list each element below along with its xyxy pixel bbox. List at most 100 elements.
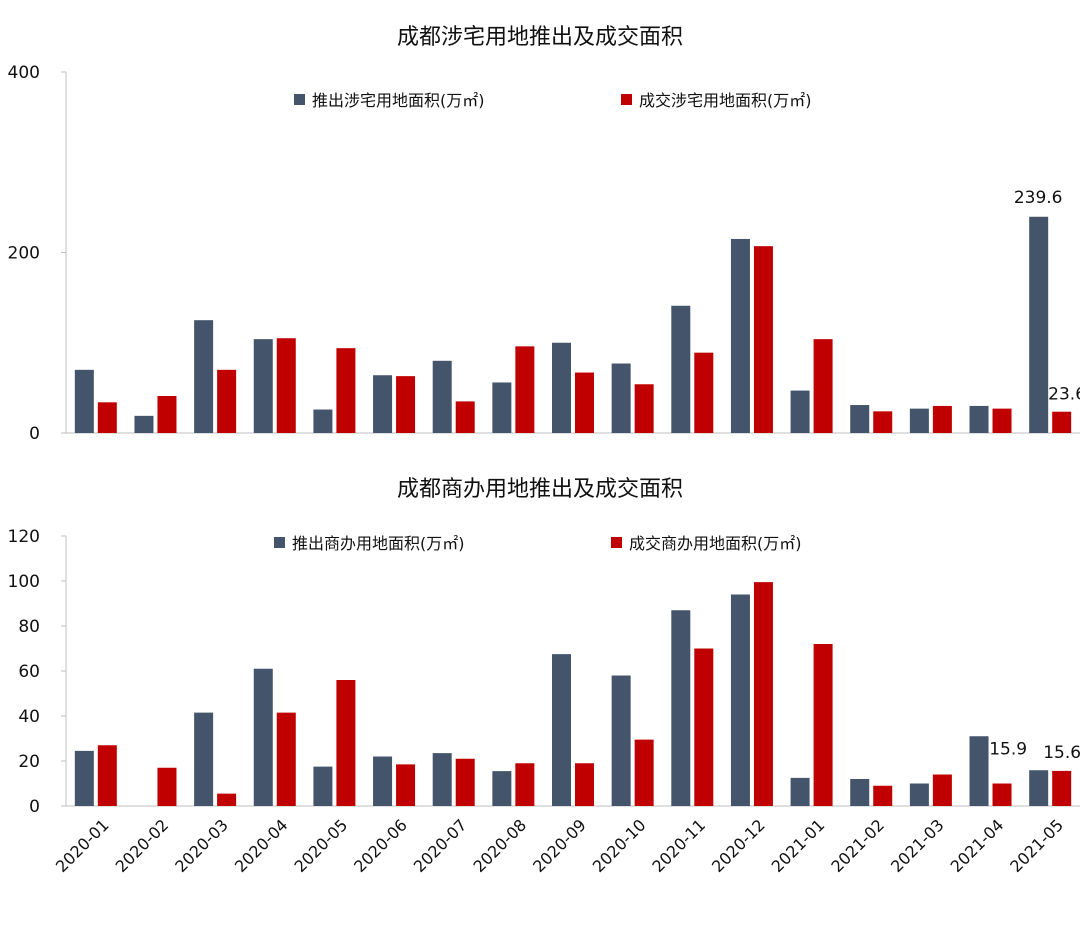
chart2-data-label: 15.6 bbox=[1043, 743, 1080, 763]
chart2-x-tick-label: 2021-05 bbox=[1006, 815, 1067, 876]
chart1-bar-pushed bbox=[253, 339, 273, 433]
chart1-bar-pushed bbox=[552, 342, 571, 433]
chart2-x-tick-label: 2020-04 bbox=[231, 815, 292, 876]
chart2-bar-sold bbox=[157, 767, 177, 806]
chart2-y-tick-label: 40 bbox=[18, 707, 40, 727]
chart2-bar-sold bbox=[515, 763, 535, 806]
chart1-bar-sold bbox=[276, 338, 296, 433]
chart1-bar-sold bbox=[1052, 411, 1072, 433]
chart2-bar-pushed bbox=[671, 610, 691, 806]
chart1-y-tick-label: 0 bbox=[29, 424, 40, 444]
chart1-bar-sold bbox=[575, 372, 594, 433]
chart2-x-tick-label: 2021-01 bbox=[768, 815, 829, 876]
chart1-bar-sold bbox=[694, 352, 714, 433]
chart2-bar-pushed bbox=[611, 675, 631, 806]
chart2-x-tick-label: 2020-12 bbox=[708, 815, 769, 876]
chart2-x-tick-label: 2020-05 bbox=[291, 815, 352, 876]
chart2-bar-sold bbox=[455, 758, 475, 806]
chart2-bar-sold bbox=[634, 739, 654, 806]
chart2-bar-sold bbox=[97, 745, 117, 806]
chart2-legend-swatch-pushed bbox=[274, 537, 285, 548]
chart2-bar-pushed bbox=[1029, 770, 1049, 806]
chart1-bar-pushed bbox=[74, 369, 94, 433]
chart1-bar-pushed bbox=[611, 363, 631, 433]
chart1-bar-sold bbox=[753, 246, 773, 433]
chart2-y-tick-label: 60 bbox=[18, 662, 40, 682]
chart2-bar-pushed bbox=[730, 594, 750, 806]
chart2-x-tick-label: 2021-02 bbox=[827, 815, 888, 876]
chart1-bar-pushed bbox=[850, 405, 870, 433]
chart2-bar-sold bbox=[992, 783, 1012, 806]
chart1-bar-pushed bbox=[373, 375, 393, 433]
chart1-bar-sold bbox=[932, 405, 952, 433]
chart2-bar-pushed bbox=[432, 753, 452, 806]
chart2-bar-pushed bbox=[313, 766, 333, 806]
chart1-bar-pushed bbox=[432, 360, 452, 433]
chart2-y-tick-label: 0 bbox=[29, 797, 40, 817]
chart2-bar-sold bbox=[694, 648, 714, 806]
chart1-bar-pushed bbox=[194, 320, 214, 433]
chart2-y-tick-label: 100 bbox=[8, 572, 40, 592]
chart1-legend: 推出涉宅用地面积(万㎡) 成交涉宅用地面积(万㎡) bbox=[294, 91, 812, 110]
chart2-bar-sold bbox=[575, 763, 594, 806]
chart2-x-tick-label: 2020-03 bbox=[171, 815, 232, 876]
chart2-bar-pushed bbox=[194, 712, 214, 806]
chart2-bar-pushed bbox=[909, 783, 929, 806]
chart2-x-tick-label: 2020-09 bbox=[529, 815, 590, 876]
chart1-bar-sold bbox=[873, 411, 893, 433]
chart2-x-tick-label: 2020-07 bbox=[410, 815, 471, 876]
chart2-legend-swatch-sold bbox=[611, 537, 622, 548]
chart1-bar-pushed bbox=[790, 390, 810, 433]
chart1-y-tick-label: 400 bbox=[8, 63, 40, 83]
chart1-legend-swatch-pushed bbox=[294, 94, 305, 105]
chart1-bar-sold bbox=[217, 369, 237, 433]
chart2-bar-pushed bbox=[850, 779, 870, 806]
chart2-bar-pushed bbox=[373, 756, 393, 806]
chart2-bar-sold bbox=[217, 793, 237, 806]
chart1-bar-sold bbox=[97, 402, 117, 433]
chart1-bar-pushed bbox=[1029, 216, 1049, 433]
chart1-bar-pushed bbox=[134, 415, 154, 433]
chart2-bar-pushed bbox=[492, 771, 512, 806]
plots: 0200400239.623.60204060801001202020-0120… bbox=[8, 63, 1080, 876]
chart1-bar-sold bbox=[396, 376, 416, 433]
chart2-y-tick-label: 120 bbox=[8, 527, 40, 547]
chart1-data-label: 23.6 bbox=[1048, 385, 1080, 405]
chart2-bar-sold bbox=[336, 680, 356, 806]
chart1-bar-pushed bbox=[969, 405, 989, 433]
chart2-bar-sold bbox=[813, 644, 833, 806]
chart1-bar-sold bbox=[336, 348, 356, 433]
chart2-bar-sold bbox=[753, 582, 773, 806]
chart1-bar-sold bbox=[515, 346, 535, 433]
chart2-x-tick-label: 2020-01 bbox=[52, 815, 113, 876]
chart2-bar-pushed bbox=[969, 736, 989, 806]
chart2-bar-pushed bbox=[790, 777, 810, 806]
chart2-legend: 推出商办用地面积(万㎡) 成交商办用地面积(万㎡) bbox=[274, 534, 802, 553]
chart2-title: 成都商办用地推出及成交面积 bbox=[397, 477, 683, 502]
chart2-bar-sold bbox=[396, 764, 416, 806]
chart2-legend-label-sold: 成交商办用地面积(万㎡) bbox=[629, 534, 802, 553]
chart1-bar-sold bbox=[992, 408, 1012, 433]
chart2-bar-sold bbox=[873, 785, 893, 806]
chart2-bar-sold bbox=[932, 774, 952, 806]
chart2-bar-sold bbox=[276, 712, 296, 806]
chart1-bar-sold bbox=[634, 384, 654, 433]
chart2-bar-pushed bbox=[74, 750, 94, 806]
chart1-legend-label-sold: 成交涉宅用地面积(万㎡) bbox=[639, 91, 812, 110]
chart1-bar-pushed bbox=[730, 238, 750, 433]
chart2-x-tick-label: 2021-03 bbox=[887, 815, 948, 876]
chart1-data-label: 239.6 bbox=[1014, 188, 1063, 208]
chart2-bar-pushed bbox=[552, 654, 571, 806]
chart2-x-tick-label: 2020-08 bbox=[469, 815, 530, 876]
chart2-bar-sold bbox=[1052, 770, 1072, 806]
chart1-bar-pushed bbox=[909, 408, 929, 433]
chart1-bar-sold bbox=[455, 401, 475, 433]
chart1-bar-sold bbox=[157, 395, 177, 433]
chart2-legend-label-pushed: 推出商办用地面积(万㎡) bbox=[292, 534, 465, 553]
chart1-bar-sold bbox=[813, 339, 833, 433]
chart2-x-tick-label: 2020-06 bbox=[350, 815, 411, 876]
chart2-x-tick-label: 2020-11 bbox=[648, 815, 709, 876]
chart1-legend-swatch-sold bbox=[621, 94, 632, 105]
